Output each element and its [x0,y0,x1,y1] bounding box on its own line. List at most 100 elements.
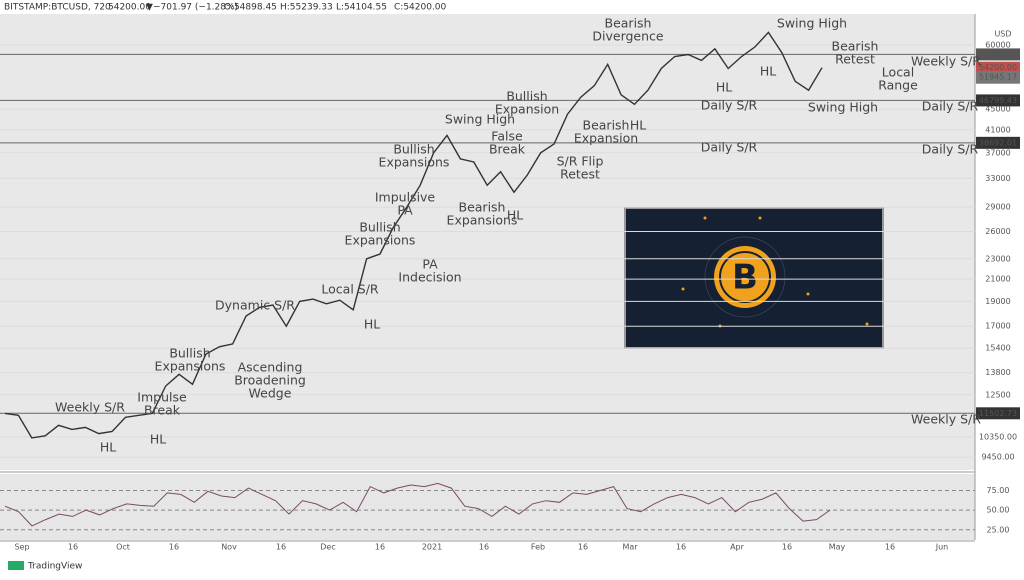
annotation: Wedge [249,386,292,401]
level-label: Daily S/R [922,99,979,114]
price-line [4,31,823,439]
price-badge [976,94,1020,107]
level-label: Weekly S/R [911,412,981,427]
date-label: May [829,543,846,552]
annotation: Swing High [808,100,878,115]
footer-brand: TradingView [27,562,82,572]
annotation: Ascending [238,360,303,375]
price-badge [976,71,1020,84]
price-badge [976,61,1020,74]
star [806,292,810,296]
annotation: Daily S/R [701,98,758,113]
rsi-tick-label: 50.00 [987,506,1010,515]
currency: USD [994,30,1011,39]
header-low: L:54104.55 [336,3,387,13]
annotation: Range [878,78,918,93]
annotation: Retest [835,52,875,67]
star [681,287,685,291]
annotation: Broadening [234,373,306,388]
price-tick-label: 15400 [985,344,1010,353]
annotation: Weekly S/R [55,400,125,415]
date-label: Mar [622,543,638,552]
date-label: Oct [116,543,130,552]
rsi-pane [0,474,975,540]
price-badge [976,407,1020,420]
date-label: Jun [935,543,949,552]
header-symbol: BITSTAMP:BTCUSD, 720 [4,3,111,13]
header-close: C:54200.00 [394,3,447,13]
annotation: HL [507,208,523,223]
annotation: S/R Flip [557,154,604,169]
annotation: Expansions [155,359,226,374]
annotation: Dynamic S/R [215,298,295,313]
annotation: Local [882,65,914,80]
date-label: 16 [782,543,792,552]
rsi-tick-label: 75.00 [987,486,1010,495]
annotation: Break [144,403,181,418]
price-tick-label: 10350.00 [979,432,1017,441]
annotation: Impulse [137,390,187,405]
date-label: 16 [169,543,179,552]
price-badge-label: 57521.43 [979,50,1017,59]
annotation: Local S/R [321,282,379,297]
annotation: Expansions [379,155,450,170]
star [703,216,707,220]
header-high: H:55239.33 [280,3,333,13]
price-badge-label: 51945.17 [979,73,1017,82]
annotation: HL [760,64,776,79]
price-tick-label: 26000 [985,227,1010,236]
price-tick-label: 21000 [985,275,1010,284]
date-label: 16 [676,543,686,552]
rsi-tick-label: 25.00 [987,525,1010,534]
brand-icon [8,561,24,570]
date-label: 16 [479,543,489,552]
annotation: Swing High [777,16,847,31]
annotation: HL [364,317,380,332]
annotation: HL [716,80,732,95]
price-tick-label: 23000 [985,254,1010,263]
price-tick-label: 17000 [985,322,1010,331]
date-label: 16 [68,543,78,552]
annotation: Swing High [445,112,515,127]
annotation: Bullish [393,142,434,157]
annotation: Bearish [832,39,879,54]
price-badge-label: 11502.73 [979,409,1017,418]
coin [714,246,776,308]
price-tick-label: 45000 [985,105,1010,114]
annotation: False [491,129,523,144]
price-tick-label: 37000 [985,148,1010,157]
price-badge-label: 38692.01 [979,138,1017,147]
level-label: Weekly S/R [911,54,981,69]
annotation: Bullish [169,346,210,361]
date-label: 16 [375,543,385,552]
annotation: Daily S/R [701,140,758,155]
date-label: 16 [885,543,895,552]
price-badge-label: 54200.00 [979,63,1017,72]
date-label: Sep [14,543,29,552]
star [758,216,762,220]
orbit [704,236,786,318]
annotation: Expansion [495,102,559,117]
annotation: Expansion [574,131,638,146]
coin-ring [719,251,771,303]
price-tick-label: 33000 [985,174,1010,183]
header-arrow: ▼ [146,3,153,13]
price-tick-label: 12500 [985,390,1010,399]
level-label: Daily S/R [922,142,979,157]
star [865,322,869,326]
date-label: Feb [531,543,545,552]
price-tick-label: 19000 [985,297,1010,306]
price-badge [976,136,1020,149]
date-label: 16 [578,543,588,552]
annotation: HL [630,118,646,133]
price-badge [976,48,1020,61]
annotation: Bearish [605,16,652,31]
date-label: Dec [320,543,335,552]
annotation: PA [397,203,413,218]
price-tick-label: 41000 [985,125,1010,134]
annotation: Indecision [398,270,461,285]
date-label: 2021 [422,543,442,552]
annotation: Retest [560,167,600,182]
annotation: Impulsive [375,190,436,205]
